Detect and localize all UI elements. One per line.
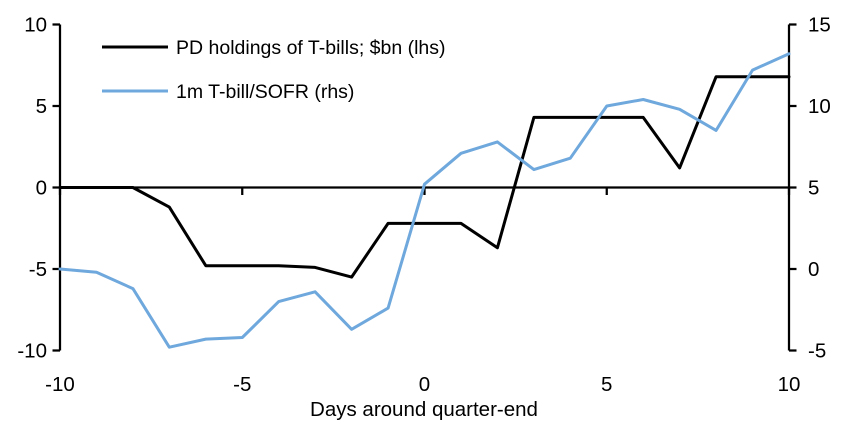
y-axis-right-label: 10 xyxy=(808,95,831,118)
x-axis-title: Days around quarter-end xyxy=(310,398,538,421)
x-axis-label: 0 xyxy=(419,373,430,396)
series-line-pd-holdings xyxy=(58,75,791,279)
x-axis-label: -10 xyxy=(45,373,75,396)
series-line-tbill-sofr xyxy=(58,52,791,349)
y-axis-left-label: -10 xyxy=(17,340,47,363)
y-axis-right-label: -5 xyxy=(808,340,826,363)
y-axis-left-label: 5 xyxy=(36,95,47,118)
x-axis-label: 10 xyxy=(778,373,801,396)
legend-label-tbill-sofr: 1m T-bill/SOFR (rhs) xyxy=(176,81,354,103)
legend-label-pd-holdings: PD holdings of T-bills; $bn (lhs) xyxy=(176,37,446,59)
y-axis-right-label: 15 xyxy=(808,14,831,37)
x-axis-label: -5 xyxy=(233,373,251,396)
y-axis-left-label: 10 xyxy=(24,14,47,37)
y-axis-left-label: -5 xyxy=(29,258,47,281)
axes-layer: 10 5 0 -5 -10 15 10 5 0 -5 -10 -5 0 5 10 xyxy=(17,14,830,397)
y-axis-left-label: 0 xyxy=(36,177,47,200)
y-axis-right-label: 5 xyxy=(808,177,819,200)
y-axis-right-label: 0 xyxy=(808,258,819,281)
x-axis-label: 5 xyxy=(601,373,612,396)
series-layer xyxy=(58,52,791,349)
legend: PD holdings of T-bills; $bn (lhs) 1m T-b… xyxy=(102,37,446,103)
